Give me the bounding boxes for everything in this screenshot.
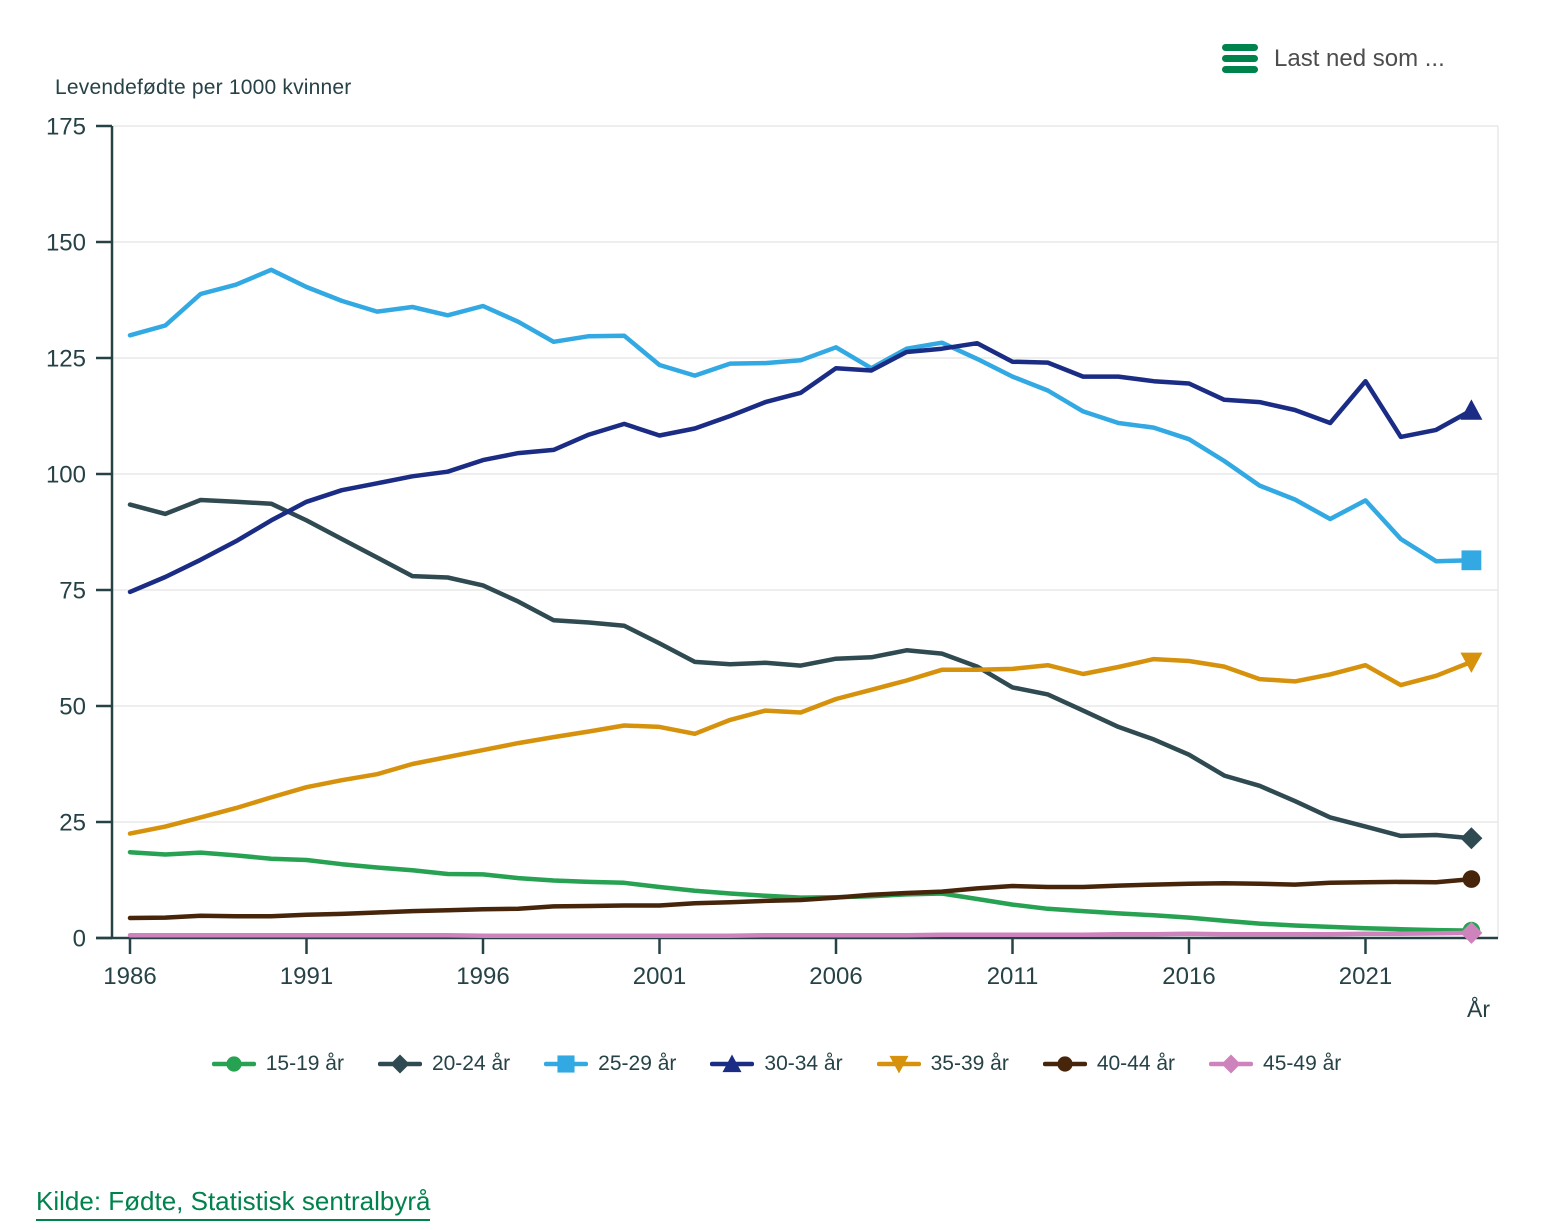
series-line-45-49-ar[interactable] [127,930,1474,938]
hamburger-menu-icon [1222,44,1258,73]
series-end-marker-30-34-ar [1460,399,1483,420]
series-end-marker-25-29-ar [1461,550,1482,571]
legend-item-label: 25-29 år [598,1052,677,1075]
series-end-marker-40-44-ar [1462,870,1481,888]
y-tick-label-50: 50 [59,693,86,720]
legend-item-30-34-ar[interactable]: 30-34 år [710,1052,843,1076]
source-link[interactable]: Kilde: Fødte, Statistisk sentralbyrå [36,1186,431,1221]
circle-marker-shape [226,1056,242,1072]
y-tick-label-75: 75 [59,577,86,604]
diamond-marker-icon [377,1054,422,1074]
chart-legend: 15-19 år 20-24 år 25-29 år 30-34 år 35-39 år… [0,1052,1553,1076]
legend-item-label: 45-49 år [1263,1052,1342,1075]
square-marker-icon [544,1055,589,1073]
y-tick-label-125: 125 [46,345,86,372]
y-tick-label-25: 25 [59,809,86,836]
series-line-30-34-ar[interactable] [127,340,1474,595]
legend-item-35-39-ar[interactable]: 35-39 år [876,1052,1009,1076]
x-tick-label-2001: 2001 [633,963,686,990]
y-tick-label-175: 175 [46,113,86,140]
series-end-marker-45-49-ar [1460,921,1483,944]
legend-item-45-49-ar[interactable]: 45-49 år [1209,1052,1341,1076]
circle-marker-icon [211,1056,256,1072]
download-button-label: Last ned som ... [1274,44,1445,72]
diamond-marker-shape [390,1054,410,1074]
chart-area: 0 25 50 75 100 125 150 175 1986 1991 1996 2001 2006 2… [46,113,1499,990]
x-tick-label-1986: 1986 [103,963,156,990]
circle-marker-icon [1042,1056,1087,1072]
series-end-marker-35-39-ar [1460,652,1483,673]
series-line-15-19-ar[interactable] [127,849,1474,933]
legend-item-label: 30-34 år [764,1052,843,1075]
series-line-40-44-ar[interactable] [127,876,1474,921]
x-tick-label-2006: 2006 [809,963,862,990]
diamond-marker-icon [1209,1054,1254,1074]
x-axis-title: År [1467,996,1490,1022]
triangle-down-marker-shape [889,1055,909,1074]
legend-item-label: 40-44 år [1096,1052,1176,1075]
legend-item-15-19-ar[interactable]: 15-19 år [211,1052,344,1076]
circle-marker-shape [1057,1056,1073,1072]
x-tick-label-1996: 1996 [456,963,509,990]
legend-item-40-44-ar[interactable]: 40-44 år [1042,1052,1176,1076]
legend-item-label: 20-24 år [431,1052,511,1075]
legend-item-label: 15-19 år [265,1052,344,1075]
diamond-marker-shape [1221,1054,1241,1074]
series-line-35-39-ar[interactable] [127,656,1474,836]
source: Kilde: Fødte, Statistisk sentralbyrå [36,1186,431,1221]
square-marker-shape [557,1055,575,1073]
page-title: Levendefødte per 1000 kvinner [55,76,352,99]
y-tick-label-0: 0 [73,925,86,952]
x-tick-label-1991: 1991 [280,963,333,990]
x-tick-label-2011: 2011 [987,963,1039,990]
series-end-marker-20-24-ar [1460,827,1483,850]
download-button[interactable]: Last ned som ... [1222,44,1445,73]
legend-item-25-29-ar[interactable]: 25-29 år [544,1052,676,1076]
y-tick-label-150: 150 [46,229,86,256]
y-tick-label-100: 100 [46,461,86,488]
triangle-down-marker-icon [876,1055,921,1074]
series-line-20-24-ar[interactable] [127,497,1474,841]
triangle-up-marker-shape [722,1054,742,1073]
legend-item-20-24-ar[interactable]: 20-24 år [377,1052,511,1076]
fertility-chart: 0 25 50 75 100 125 150 175 1986 1991 1996 2001 2006 2… [46,113,1499,990]
x-tick-label-2016: 2016 [1162,963,1215,990]
triangle-up-marker-icon [710,1054,755,1073]
legend-item-label: 35-39 år [930,1052,1009,1075]
x-tick-label-2021: 2021 [1339,963,1392,990]
series-line-25-29-ar[interactable] [127,267,1474,564]
